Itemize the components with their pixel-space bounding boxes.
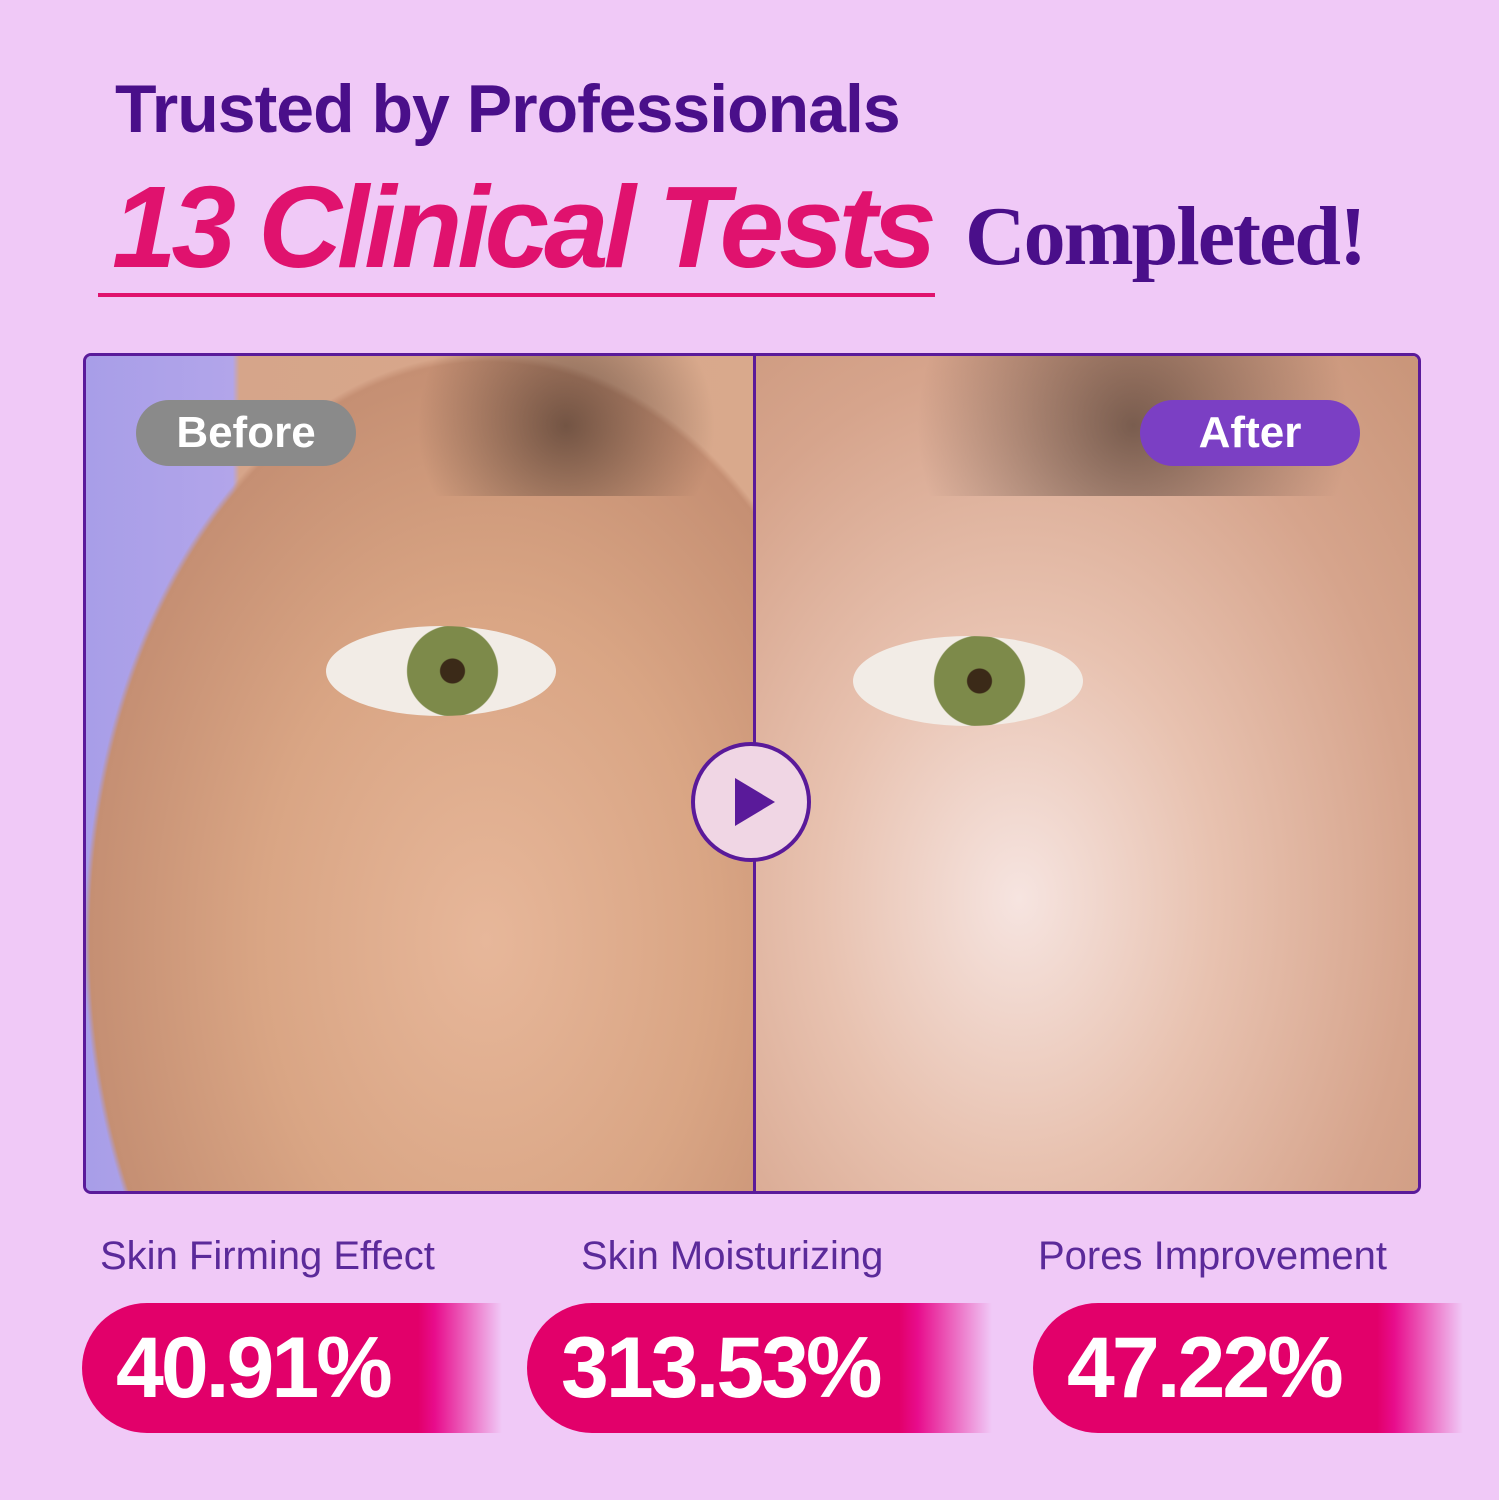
heading-completed: Completed!	[965, 190, 1367, 283]
after-badge: After	[1140, 400, 1360, 466]
play-icon	[735, 778, 775, 826]
after-photo	[753, 356, 1418, 1191]
before-photo	[86, 356, 766, 1191]
play-button[interactable]	[691, 742, 811, 862]
before-badge: Before	[136, 400, 356, 466]
hair-left	[366, 356, 766, 496]
stat-label: Pores Improvement	[1038, 1234, 1388, 1278]
stat-value: 40.91%	[82, 1303, 502, 1433]
heading-clinical-tests: 13 Clinical Tests	[112, 162, 937, 292]
heading-underline	[98, 293, 935, 297]
heading-trusted: Trusted by Professionals	[115, 71, 901, 147]
before-after-photo: Before After	[83, 353, 1421, 1194]
stat-label: Skin Moisturizing	[581, 1234, 884, 1278]
eye-before	[326, 626, 556, 716]
stat-value: 313.53%	[527, 1303, 992, 1433]
stat-value: 47.22%	[1033, 1303, 1463, 1433]
eye-after	[853, 636, 1083, 726]
stat-label: Skin Firming Effect	[100, 1234, 435, 1278]
